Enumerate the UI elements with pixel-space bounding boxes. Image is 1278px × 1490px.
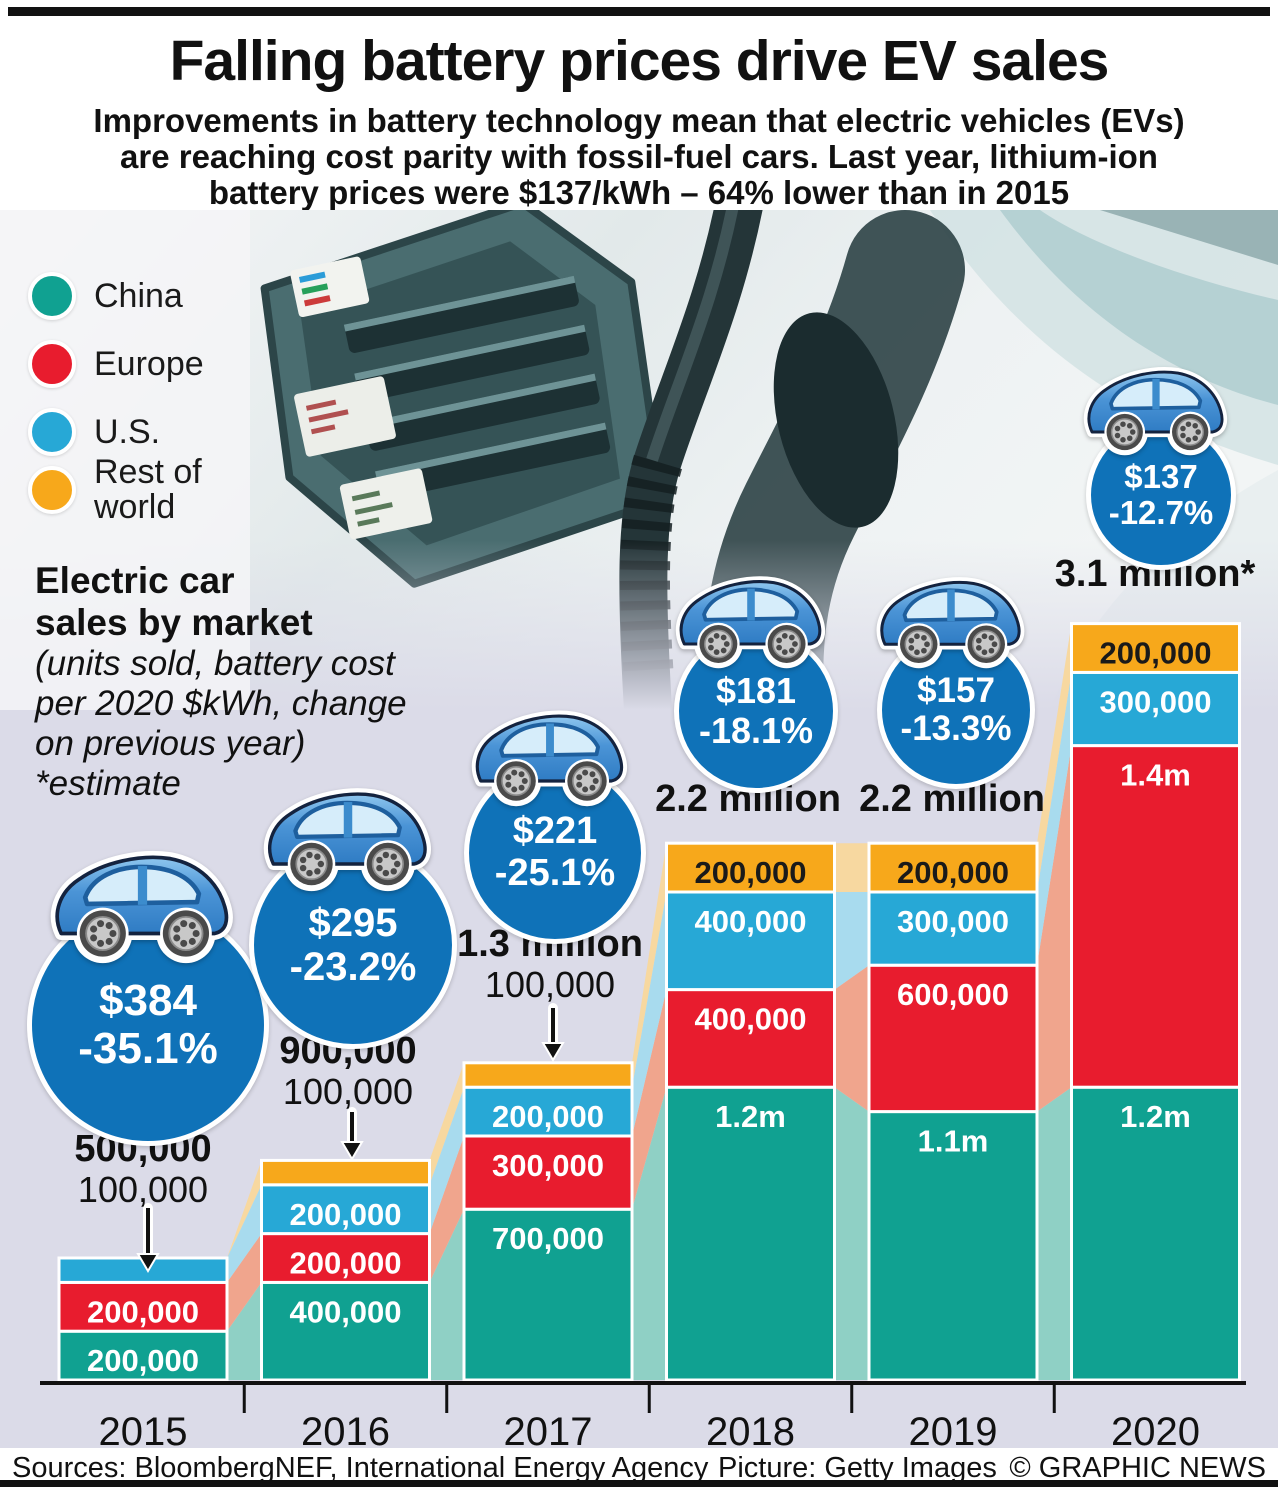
battery-change: -25.1%: [494, 852, 616, 894]
battery-change: -23.2%: [289, 945, 417, 989]
pointer-value: 100,000: [77, 1169, 209, 1210]
battery-price-2016: $295 -23.2%: [249, 841, 457, 1049]
legend-item-europe: Europe: [28, 340, 204, 388]
us-swatch-icon: [28, 408, 76, 456]
car-icon: [876, 570, 1026, 669]
battery-price: $137: [1124, 457, 1198, 495]
legend-label: U.S.: [94, 412, 161, 451]
europe-swatch-icon: [28, 340, 76, 388]
sources-text: Sources: BloombergNEF, International Ene…: [12, 1452, 709, 1484]
battery-price: $295: [308, 901, 398, 945]
port-sticker: [294, 376, 396, 457]
legend-item-rest-of-world: Rest of world: [28, 455, 224, 525]
picture-credit: Picture: Getty Images: [718, 1452, 997, 1484]
legend-label: Rest of world: [94, 453, 202, 526]
legend-item-china: China: [28, 272, 183, 320]
battery-change: -12.7%: [1108, 494, 1214, 531]
note-title-line: Electric car: [35, 560, 235, 601]
china-swatch-icon: [28, 272, 76, 320]
battery-price: $157: [917, 670, 995, 710]
pointer-value: 100,000: [282, 1071, 414, 1112]
copyright: © GRAPHIC NEWS: [1009, 1452, 1266, 1484]
note-line: on previous year): [35, 724, 306, 763]
note-line: (units sold, battery cost: [35, 644, 395, 683]
legend-label: Europe: [94, 344, 204, 383]
battery-price: $181: [715, 670, 797, 712]
battery-price: $384: [99, 975, 197, 1025]
note-title-line: sales by market: [35, 602, 313, 643]
battery-change: -35.1%: [78, 1024, 218, 1073]
chart-note: Electric car sales by market (units sold…: [35, 560, 455, 804]
bottom-rule: [0, 1480, 1278, 1487]
subtitle-line: battery prices were $137/kWh – 64% lower…: [208, 174, 1070, 211]
car-icon: [50, 842, 235, 964]
pointer-value: 100,000: [484, 964, 616, 1005]
battery-change: -13.3%: [900, 709, 1012, 748]
total-2017: 1.3 million 100,000: [420, 923, 680, 1005]
subtitle-line: are reaching cost parity with fossil-fue…: [120, 138, 1158, 175]
subtitle-line: Improvements in battery technology mean …: [93, 102, 1185, 139]
top-rule: [8, 7, 1270, 16]
legend-item-us: U.S.: [28, 408, 160, 456]
legend-label: China: [94, 276, 183, 315]
battery-price: $221: [512, 810, 598, 853]
page-subtitle: Improvements in battery technology mean …: [0, 103, 1278, 211]
page-title: Falling battery prices drive EV sales: [169, 29, 1110, 93]
car-icon: [471, 703, 629, 807]
note-line: per 2020 $kWh, change: [35, 684, 407, 723]
battery-price-2020: $137 -12.7%: [1086, 420, 1236, 570]
note-line: *estimate: [35, 764, 181, 803]
car-icon: [675, 569, 827, 669]
charge-port: [260, 210, 667, 588]
car-icon: [1083, 360, 1229, 456]
footer-strip: [0, 1448, 1278, 1478]
rest-of-world-swatch-icon: [28, 466, 76, 514]
battery-price-2015: $384 -35.1%: [27, 904, 269, 1146]
battery-change: -18.1%: [698, 710, 814, 751]
